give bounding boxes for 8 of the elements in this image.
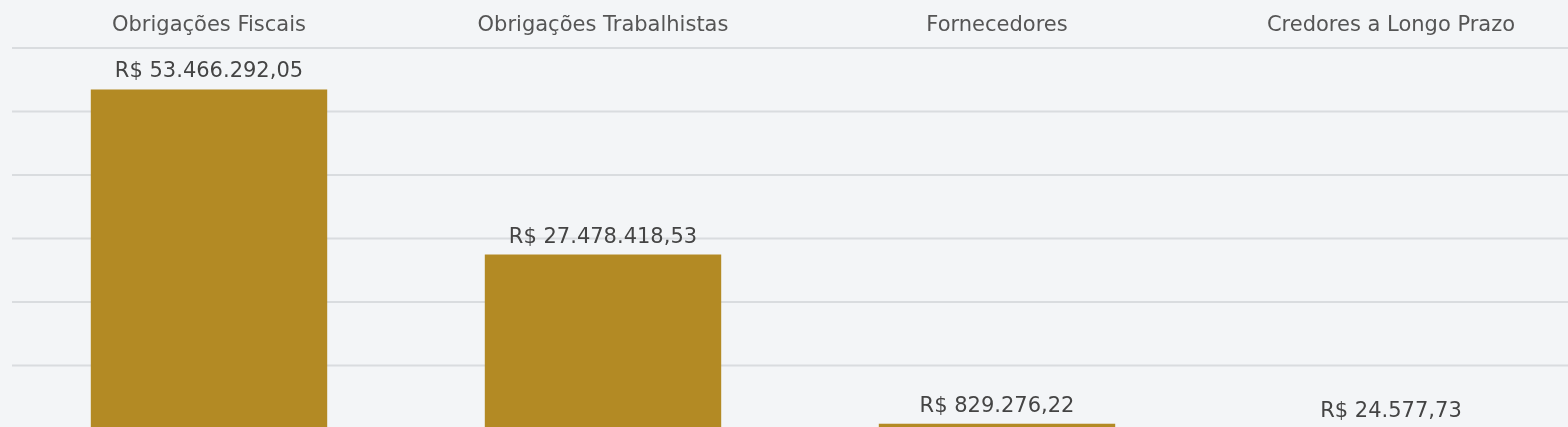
x-tick-label: Fornecedores	[926, 12, 1068, 36]
data-label: R$ 24.577,73	[1320, 397, 1462, 422]
data-label: R$ 27.478.418,53	[508, 223, 698, 248]
data-label: R$ 53.466.292,05	[114, 58, 304, 83]
data-label: R$ 829.276,22	[919, 392, 1075, 417]
x-tick-label: Obrigações Trabalhistas	[477, 12, 729, 36]
x-tick-label: Obrigações Fiscais	[112, 12, 306, 36]
x-tick-label: Credores a Longo Prazo	[1266, 12, 1516, 36]
